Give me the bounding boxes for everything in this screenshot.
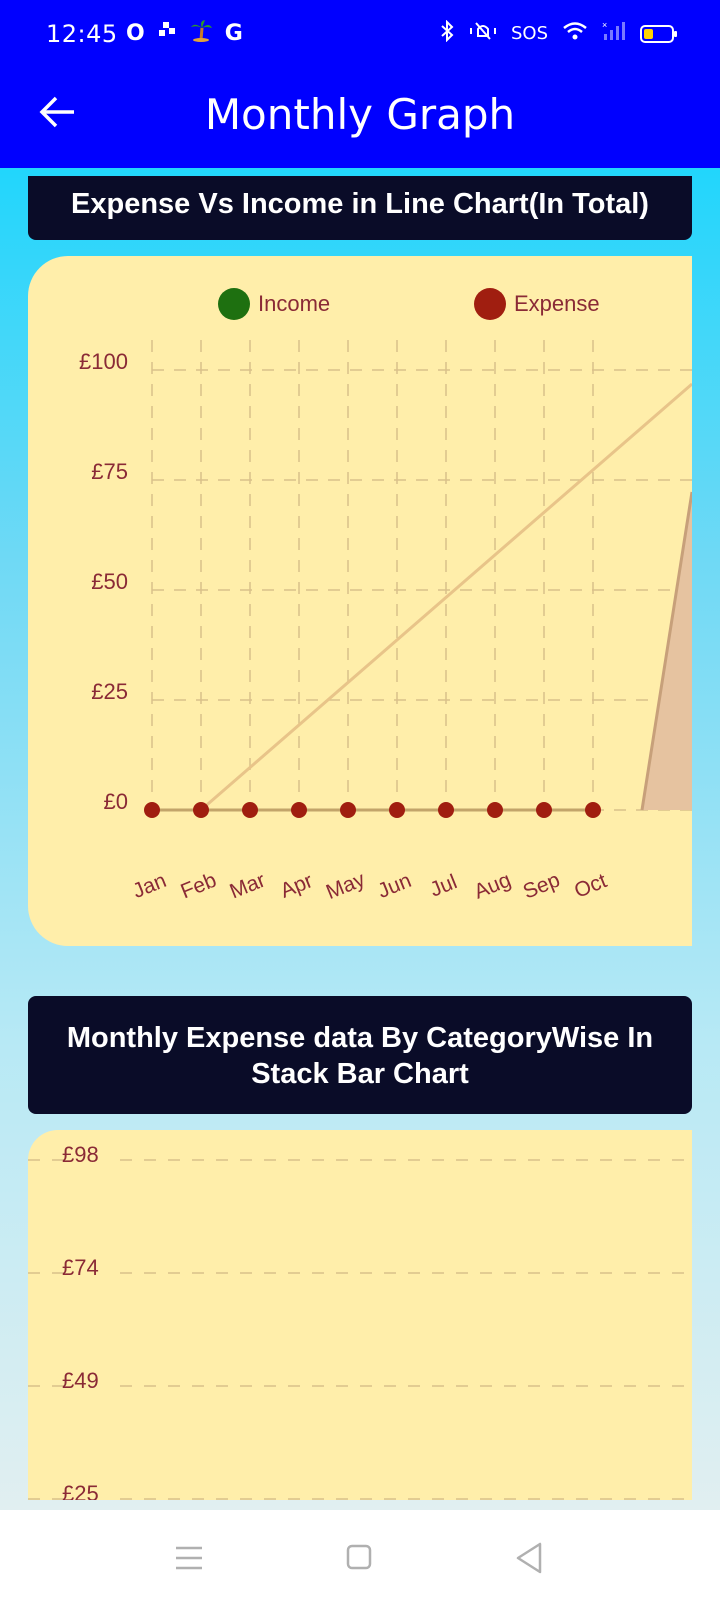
back-triangle-icon xyxy=(516,1542,542,1574)
arrow-left-icon xyxy=(39,96,74,128)
status-bar: 12:45 O G SOS × xyxy=(0,0,720,70)
y-tick-label: £74 xyxy=(62,1255,99,1280)
line-chart: £0 £25 £50 £75 £100 Jan Feb Mar Apr May Jun Jul Aug S… xyxy=(79,340,692,904)
stack-bar-chart-title: Monthly Expense data By CategoryWise In … xyxy=(28,996,692,1114)
data-point-expense xyxy=(242,802,258,818)
back-button[interactable] xyxy=(34,88,82,136)
bluetooth-icon xyxy=(439,19,455,47)
data-point-expense xyxy=(389,802,405,818)
x-tick-label: Oct xyxy=(571,869,610,903)
y-tick-label: £50 xyxy=(91,569,128,594)
x-tick-label: Mar xyxy=(226,869,268,904)
google-icon: G xyxy=(224,20,243,46)
data-point-expense xyxy=(291,802,307,818)
expense-legend-label: Expense xyxy=(514,291,600,316)
status-system-icons: SOS × xyxy=(439,19,677,47)
opera-icon: O xyxy=(126,20,145,46)
data-point-expense xyxy=(193,802,209,818)
menu-icon xyxy=(176,1546,202,1570)
line-chart-trend-line xyxy=(200,382,692,812)
stack-bar-chart-panel: £98 £74 £49 £25 xyxy=(28,1130,692,1500)
y-tick-label: £25 xyxy=(62,1481,99,1500)
status-time: 12:45 xyxy=(46,20,118,48)
y-tick-label: £25 xyxy=(91,679,128,704)
data-point-expense xyxy=(144,802,160,818)
x-tick-label: Apr xyxy=(277,869,316,903)
y-tick-label: £100 xyxy=(79,349,128,374)
x-tick-label: May xyxy=(323,868,369,904)
stack-bar-chart: £98 £74 £49 £25 xyxy=(28,1142,692,1500)
income-legend-dot xyxy=(218,288,250,320)
home-button[interactable] xyxy=(340,1538,380,1578)
x-tick-label: Aug xyxy=(471,868,514,903)
line-chart-edge-line xyxy=(640,491,692,811)
y-tick-label: £98 xyxy=(62,1142,99,1167)
line-chart-title: Expense Vs Income in Line Chart(In Total… xyxy=(28,176,692,240)
palm-tree-icon xyxy=(189,18,213,48)
silent-mode-icon xyxy=(469,20,497,47)
recent-apps-button[interactable] xyxy=(170,1538,210,1578)
x-tick-label: Jun xyxy=(375,869,415,903)
dots-app-icon xyxy=(157,20,177,46)
x-tick-label: Sep xyxy=(520,868,563,903)
sos-label: SOS xyxy=(510,23,548,44)
signal-icon: × xyxy=(602,20,626,47)
data-point-expense xyxy=(438,802,454,818)
expense-legend-dot xyxy=(474,288,506,320)
svg-text:×: × xyxy=(602,20,607,30)
line-chart-panel: Income Expense £0 £25 £50 £75 £100 Jan Feb Mar A… xyxy=(28,256,692,946)
legend-item-income[interactable]: Income xyxy=(218,288,330,320)
legend-item-expense[interactable]: Expense xyxy=(474,288,600,320)
x-tick-label: Jul xyxy=(427,870,461,901)
back-nav-button[interactable] xyxy=(510,1538,550,1578)
wifi-icon xyxy=(562,20,588,47)
data-point-expense xyxy=(487,802,503,818)
system-nav-bar xyxy=(0,1510,720,1600)
y-tick-label: £0 xyxy=(104,789,128,814)
page-title: Monthly Graph xyxy=(204,90,516,139)
x-tick-label: Jan xyxy=(130,869,170,903)
home-icon xyxy=(346,1544,372,1570)
data-point-expense xyxy=(340,802,356,818)
data-point-expense xyxy=(536,802,552,818)
data-point-expense xyxy=(585,802,601,818)
y-tick-label: £75 xyxy=(91,459,128,484)
x-tick-label: Feb xyxy=(177,869,219,904)
battery-icon xyxy=(640,24,677,43)
income-legend-label: Income xyxy=(258,291,331,316)
y-tick-label: £49 xyxy=(62,1368,99,1393)
status-notification-icons: O G xyxy=(126,18,243,48)
app-bar: Monthly Graph xyxy=(0,70,720,168)
